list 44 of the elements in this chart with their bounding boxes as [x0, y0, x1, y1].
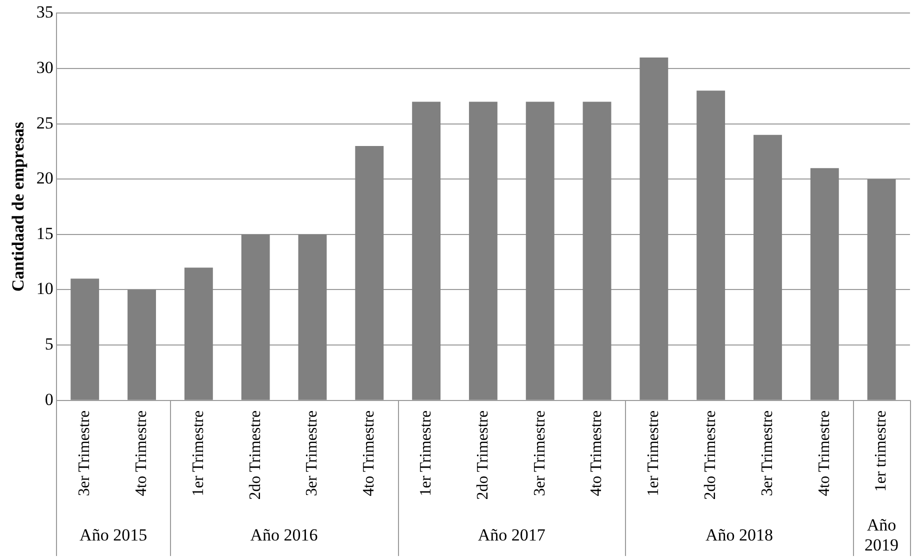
bar — [810, 168, 839, 400]
x-tick-label: 4to Trimestre — [360, 410, 378, 496]
y-tick-label: 5 — [44, 334, 54, 354]
bar — [468, 102, 498, 400]
y-tick-label: 15 — [36, 224, 54, 243]
bar — [241, 234, 270, 400]
x-tick-label: 4to Trimestre — [816, 410, 833, 496]
x-tick-label: 1er Trimestre — [417, 410, 434, 496]
text: Año 2015 — [80, 525, 148, 544]
y-tick-label: 30 — [36, 58, 54, 77]
bar — [128, 290, 156, 400]
y-tick-label: 0 — [44, 390, 54, 409]
x-tick-label: 3er Trimestre — [76, 410, 94, 496]
x-tick-label: 1er Trimestre — [645, 410, 662, 496]
x-tick-label: 2do Trimestre — [246, 410, 264, 500]
x-tick-label: 3er Trimestre — [758, 410, 776, 496]
bar — [754, 134, 782, 400]
bar — [696, 90, 726, 400]
x-tick-label: 3er Trimestre — [531, 410, 548, 496]
y-tick-label: 35 — [36, 2, 54, 22]
y-tick-label: 25 — [36, 113, 54, 132]
bar — [355, 146, 384, 400]
text: Año 2016 — [250, 525, 318, 544]
x-tick-label: 1er Trimestre — [190, 410, 207, 496]
x-tick-label: 4to Trimestre — [132, 410, 150, 496]
bar — [867, 179, 896, 400]
y-tick-label: 20 — [36, 168, 54, 188]
x-tick-label: 2do Trimestre — [474, 410, 492, 500]
bar — [526, 102, 554, 400]
x-tick-label: 1er trimestre — [872, 410, 890, 492]
x-tick-label: 2do Trimestre — [702, 410, 720, 500]
y-tick-label: 10 — [36, 279, 54, 298]
text: Año 2019 — [864, 515, 899, 554]
text: Año 2017 — [478, 525, 546, 544]
x-tick-label: 3er Trimestre — [304, 410, 321, 496]
x-tick-label: 4to Trimestre — [588, 410, 606, 496]
bar — [412, 102, 441, 400]
bar — [582, 102, 612, 400]
bar — [70, 278, 100, 400]
bar — [298, 234, 327, 400]
bar — [640, 57, 668, 400]
bar — [184, 268, 213, 400]
y-axis-title: Cantidaad de empresas — [8, 122, 28, 292]
text: Año 2018 — [706, 525, 774, 544]
